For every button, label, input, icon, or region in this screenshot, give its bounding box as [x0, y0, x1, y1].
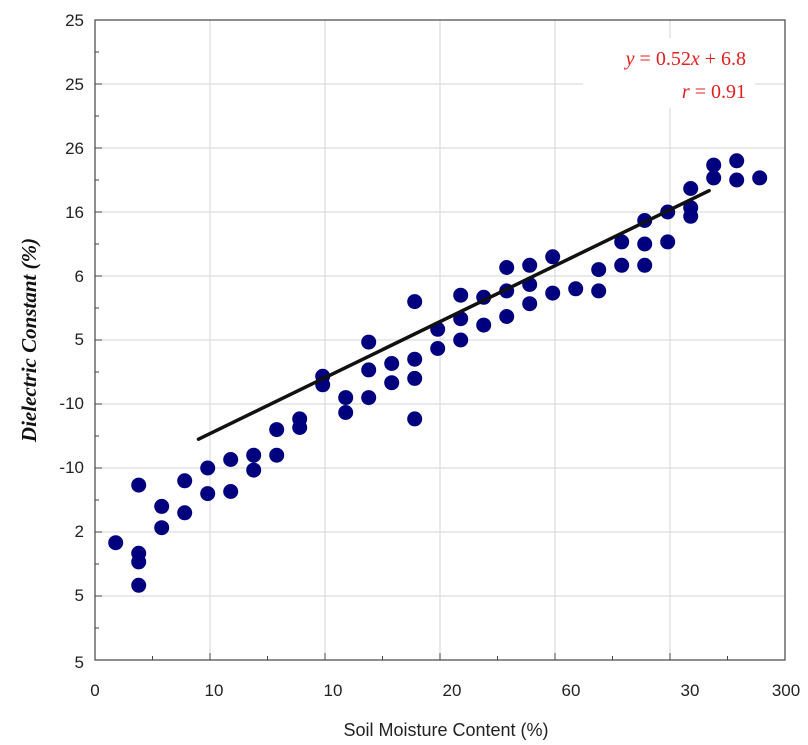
data-point: [292, 411, 308, 427]
regression-equation: y = 0.52x + 6.8: [624, 48, 746, 70]
x-tick-label: 30: [681, 681, 700, 700]
y-axis-title: Dielectric Constant (%): [17, 238, 41, 443]
data-point: [384, 375, 400, 391]
x-tick-label: 300: [772, 681, 800, 700]
data-point: [637, 257, 653, 273]
y-tick-label: 25: [65, 11, 84, 30]
data-point: [683, 181, 699, 196]
y-tick-label: 25: [65, 75, 84, 94]
y-tick-label: 2: [75, 522, 84, 541]
data-point: [476, 317, 492, 333]
axis-ticks: [94, 19, 786, 661]
data-point: [614, 234, 630, 250]
correlation-coefficient: r = 0.91: [682, 81, 746, 103]
data-points: [108, 153, 768, 593]
data-point: [545, 285, 561, 301]
data-point: [752, 170, 768, 186]
data-point: [361, 362, 377, 378]
data-point: [200, 460, 216, 476]
x-tick-label: 10: [324, 681, 343, 700]
data-point: [591, 283, 607, 299]
trend-line: [196, 188, 711, 441]
x-tick-label: 20: [443, 681, 462, 700]
data-point: [568, 281, 584, 297]
y-tick-label: 5: [75, 653, 84, 672]
y-tick-label: -10: [59, 458, 84, 477]
data-point: [522, 257, 538, 273]
data-point: [407, 294, 423, 310]
annotation-background: [583, 38, 755, 108]
data-point: [637, 236, 653, 252]
x-tick-label: 0: [90, 681, 99, 700]
data-point: [246, 462, 262, 478]
grid-lines: [95, 20, 785, 660]
data-point: [131, 545, 147, 561]
data-point: [361, 334, 377, 350]
y-tick-label: 5: [75, 330, 84, 349]
data-point: [545, 249, 561, 265]
data-point: [407, 351, 423, 367]
data-point: [430, 341, 446, 356]
x-axis-title: Soil Moisture Content (%): [343, 720, 548, 740]
data-point: [522, 296, 538, 312]
data-point: [269, 447, 285, 463]
y-tick-label: 5: [75, 586, 84, 605]
data-point: [177, 505, 193, 521]
y-tick-label: 16: [65, 203, 84, 222]
data-point: [660, 234, 676, 250]
data-point: [683, 208, 699, 224]
data-point: [131, 577, 147, 593]
data-point: [407, 411, 423, 427]
data-point: [706, 157, 722, 173]
data-point: [384, 356, 400, 371]
data-point: [131, 477, 147, 493]
data-point: [453, 332, 469, 348]
data-point: [499, 309, 515, 324]
data-point: [246, 447, 262, 463]
data-point: [338, 390, 354, 406]
data-point: [453, 287, 469, 303]
data-point: [269, 422, 285, 438]
data-point: [338, 405, 354, 420]
data-point: [154, 498, 170, 514]
x-tick-label: 10: [205, 681, 224, 700]
data-point: [614, 257, 630, 273]
data-point: [407, 370, 423, 386]
data-point: [154, 520, 170, 536]
data-point: [223, 452, 239, 467]
data-point: [729, 153, 745, 169]
data-point: [706, 170, 722, 186]
data-point: [177, 473, 193, 489]
data-point: [591, 262, 607, 278]
y-tick-label: -10: [59, 394, 84, 413]
data-point: [361, 390, 377, 406]
data-point: [729, 172, 745, 188]
x-tick-label: 60: [562, 681, 581, 700]
data-point: [200, 486, 216, 502]
x-tick-labels: 0 10 10 20 60 30 300: [90, 681, 800, 700]
data-point: [223, 484, 239, 499]
data-point: [108, 535, 124, 551]
y-tick-label: 6: [75, 267, 84, 286]
y-tick-labels: 25 25 26 16 6 5 -10 -10 2 5 5: [59, 11, 84, 672]
y-tick-label: 26: [65, 139, 84, 158]
data-point: [499, 260, 515, 275]
